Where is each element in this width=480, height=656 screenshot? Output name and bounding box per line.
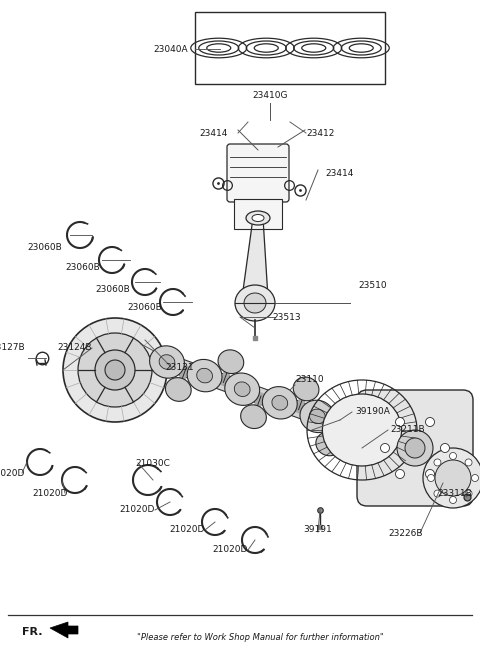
Ellipse shape xyxy=(300,400,335,432)
Bar xyxy=(234,199,282,229)
FancyBboxPatch shape xyxy=(357,390,473,506)
Text: FR.: FR. xyxy=(22,627,43,637)
Ellipse shape xyxy=(347,422,363,438)
Ellipse shape xyxy=(323,394,402,466)
Text: 21020D: 21020D xyxy=(169,525,205,535)
Text: 23412: 23412 xyxy=(306,129,335,138)
Circle shape xyxy=(423,448,480,508)
Ellipse shape xyxy=(235,285,275,321)
Text: 23060B: 23060B xyxy=(127,304,162,312)
Circle shape xyxy=(465,490,472,497)
Ellipse shape xyxy=(159,355,175,369)
Circle shape xyxy=(105,360,125,380)
Text: 23311B: 23311B xyxy=(437,489,472,497)
Ellipse shape xyxy=(150,346,184,379)
Text: 23414: 23414 xyxy=(325,169,353,178)
Circle shape xyxy=(396,417,405,426)
Circle shape xyxy=(471,474,479,482)
Ellipse shape xyxy=(166,378,191,401)
Circle shape xyxy=(465,459,472,466)
Text: 23124B: 23124B xyxy=(58,344,92,352)
Circle shape xyxy=(397,430,433,466)
Polygon shape xyxy=(50,622,78,638)
Ellipse shape xyxy=(240,405,266,428)
FancyBboxPatch shape xyxy=(227,144,289,202)
Text: 21020D: 21020D xyxy=(0,468,25,478)
Text: 39191: 39191 xyxy=(304,525,332,535)
Ellipse shape xyxy=(187,359,222,392)
Text: 21030C: 21030C xyxy=(135,459,170,468)
Ellipse shape xyxy=(263,386,297,419)
Ellipse shape xyxy=(310,409,325,424)
Ellipse shape xyxy=(225,373,260,405)
Circle shape xyxy=(449,497,456,504)
Circle shape xyxy=(78,333,152,407)
Text: 23060B: 23060B xyxy=(65,264,100,272)
Text: 23226B: 23226B xyxy=(388,529,422,537)
Text: 23510: 23510 xyxy=(358,281,386,289)
Circle shape xyxy=(425,470,434,478)
Circle shape xyxy=(434,490,441,497)
Ellipse shape xyxy=(197,368,213,383)
Text: 21020D: 21020D xyxy=(33,489,68,497)
Ellipse shape xyxy=(316,432,342,456)
Polygon shape xyxy=(164,354,358,438)
Text: 23410G: 23410G xyxy=(252,91,288,100)
Ellipse shape xyxy=(252,215,264,222)
Circle shape xyxy=(63,318,167,422)
Text: 23127B: 23127B xyxy=(0,344,25,352)
Circle shape xyxy=(434,459,441,466)
Polygon shape xyxy=(242,218,268,298)
Text: 23060B: 23060B xyxy=(95,285,130,293)
Circle shape xyxy=(449,453,456,459)
Ellipse shape xyxy=(234,382,250,396)
Text: 21020D: 21020D xyxy=(120,506,155,514)
Bar xyxy=(195,12,385,84)
Text: 23414: 23414 xyxy=(200,129,228,138)
Ellipse shape xyxy=(244,293,266,313)
Text: 23040A: 23040A xyxy=(154,45,188,54)
Circle shape xyxy=(396,470,405,478)
Circle shape xyxy=(425,417,434,426)
Circle shape xyxy=(95,350,135,390)
Text: 23131: 23131 xyxy=(165,363,193,373)
Text: 23211B: 23211B xyxy=(390,426,425,434)
Text: 21020D: 21020D xyxy=(213,546,248,554)
Circle shape xyxy=(435,460,471,496)
Ellipse shape xyxy=(293,377,319,401)
Circle shape xyxy=(441,443,449,453)
Ellipse shape xyxy=(218,350,244,373)
Text: "Please refer to Work Shop Manual for further information": "Please refer to Work Shop Manual for fu… xyxy=(137,634,384,642)
Ellipse shape xyxy=(337,414,372,446)
Circle shape xyxy=(405,438,425,458)
Text: 23060B: 23060B xyxy=(27,243,62,253)
Text: 39190A: 39190A xyxy=(355,407,390,417)
Ellipse shape xyxy=(246,211,270,225)
Circle shape xyxy=(428,474,434,482)
Text: 23513: 23513 xyxy=(272,312,300,321)
Ellipse shape xyxy=(272,396,288,410)
Text: 23110: 23110 xyxy=(295,375,324,384)
Circle shape xyxy=(381,443,389,453)
